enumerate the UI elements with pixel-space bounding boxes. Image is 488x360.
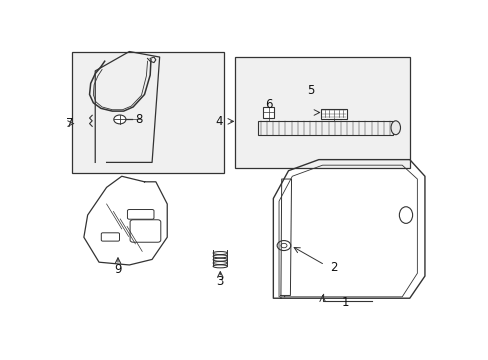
FancyBboxPatch shape — [321, 109, 346, 118]
Bar — [72, 51, 224, 174]
Text: 3: 3 — [216, 275, 224, 288]
Text: 5: 5 — [306, 84, 314, 97]
Text: 8: 8 — [135, 113, 142, 126]
Text: 4: 4 — [215, 115, 223, 128]
Text: 2: 2 — [330, 261, 337, 274]
Circle shape — [114, 115, 126, 124]
Text: 7: 7 — [65, 117, 73, 130]
Circle shape — [277, 240, 290, 251]
Bar — [235, 57, 409, 168]
Ellipse shape — [390, 121, 400, 135]
Bar — [235, 57, 409, 168]
Bar — [72, 51, 224, 174]
Text: 6: 6 — [264, 98, 272, 111]
Text: 9: 9 — [114, 262, 122, 276]
Bar — [263, 107, 274, 118]
Bar — [258, 121, 392, 135]
Text: 1: 1 — [341, 296, 348, 310]
